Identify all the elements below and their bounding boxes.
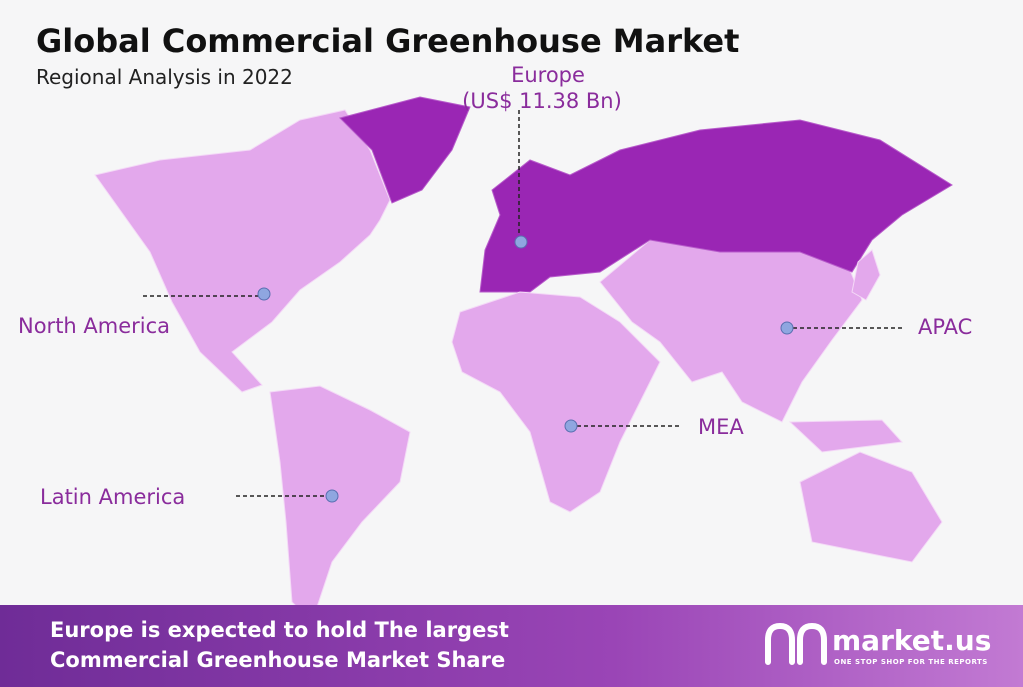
- footer-line: Europe is expected to hold The largest: [50, 618, 509, 642]
- europe-russia: [479, 119, 953, 293]
- region-label: Europe: [511, 63, 585, 87]
- subtitle: Regional Analysis in 2022: [36, 65, 293, 89]
- logo-name: market.us: [832, 624, 991, 657]
- greenland: [339, 96, 471, 204]
- footer-banner: [0, 605, 1023, 687]
- region-markers: [143, 110, 905, 503]
- logo: market.us ONE STOP SHOP FOR THE REPORTS: [765, 622, 991, 666]
- latin-america-dot: [325, 489, 339, 503]
- region-label: North America: [18, 314, 170, 338]
- apac-dot: [780, 321, 794, 335]
- title: Global Commercial Greenhouse Market: [36, 22, 739, 60]
- north-america-dot: [257, 287, 271, 301]
- japan: [851, 249, 881, 301]
- region-label: MEA: [698, 415, 744, 439]
- north-america: [94, 109, 391, 393]
- australia: [799, 451, 943, 563]
- region-value: (US$ 11.38 Bn): [462, 89, 622, 113]
- footer-line: Commercial Greenhouse Market Share: [50, 648, 505, 672]
- region-label: APAC: [918, 315, 972, 339]
- southeast-asia: [788, 419, 904, 453]
- logo-tagline: ONE STOP SHOP FOR THE REPORTS: [834, 658, 988, 666]
- world-map: [94, 96, 953, 623]
- logo-icon: [765, 622, 827, 665]
- africa: [451, 291, 661, 513]
- south-america: [269, 385, 411, 623]
- europe-dot: [514, 235, 528, 249]
- region-label: Latin America: [40, 485, 185, 509]
- mea-dot: [564, 419, 578, 433]
